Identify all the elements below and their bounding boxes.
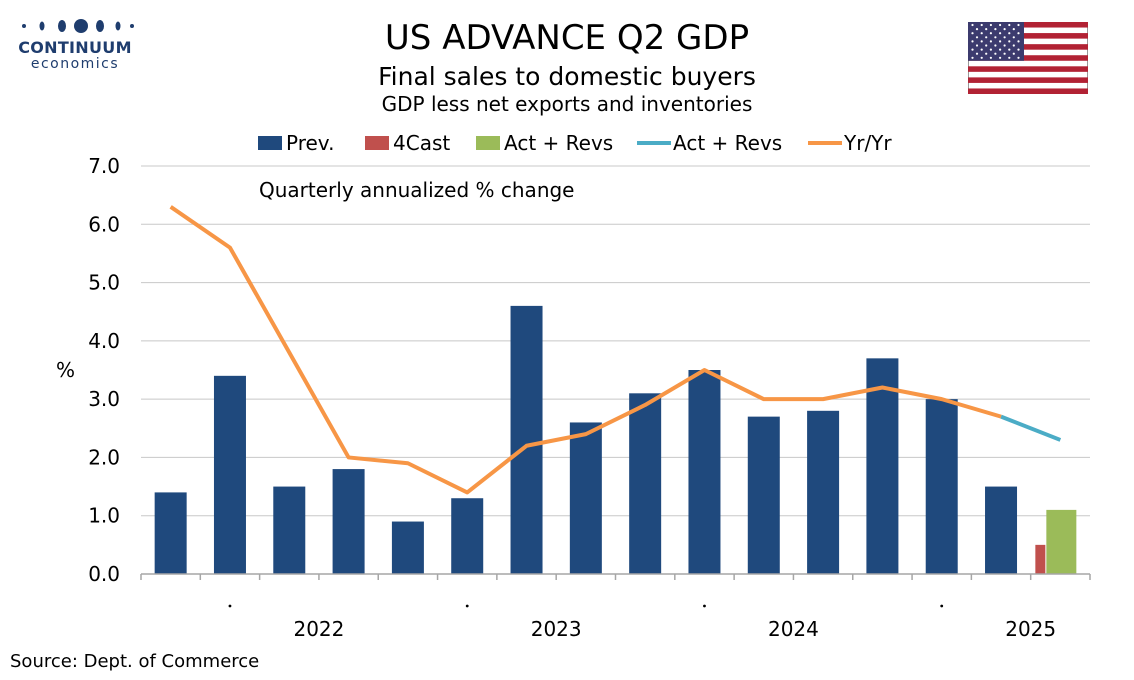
legend-swatch-yoy xyxy=(808,141,842,145)
legend-label-actual-line: Act + Revs xyxy=(673,131,783,155)
y-tick-label: 0.0 xyxy=(88,562,120,586)
x-year-label: 2023 xyxy=(531,617,582,641)
legend-swatch-actual-line xyxy=(637,141,671,145)
line-yr-yr xyxy=(169,205,1002,495)
bar-prev- xyxy=(273,486,306,574)
bar-prev- xyxy=(332,469,365,574)
logo-name: CONTINUUM xyxy=(18,38,132,57)
bar-prev- xyxy=(391,521,424,574)
bar-prev- xyxy=(688,370,721,574)
x-year-label: 2022 xyxy=(293,617,344,641)
bar-prev- xyxy=(451,498,484,574)
logo-dots-icon xyxy=(22,19,134,33)
y-tick-label: 4.0 xyxy=(88,329,120,353)
year-separator-mark xyxy=(703,604,706,608)
bar-4cast xyxy=(1035,544,1046,574)
x-year-label: 2024 xyxy=(768,617,819,641)
continuum-logo: CONTINUUM economics xyxy=(10,12,140,76)
year-separator-mark xyxy=(228,604,232,608)
bar-prev- xyxy=(925,399,958,574)
year-separator-mark xyxy=(940,604,944,608)
bar-prev- xyxy=(213,375,246,574)
legend-label-yoy: Yr/Yr xyxy=(844,131,892,155)
y-tick-label: 3.0 xyxy=(88,387,120,411)
bar-prev- xyxy=(569,422,602,574)
bar-prev- xyxy=(747,416,780,574)
line-act-revs xyxy=(1000,414,1062,442)
bar-prev- xyxy=(985,486,1018,574)
y-tick-label: 2.0 xyxy=(88,445,120,469)
y-tick-label: 1.0 xyxy=(88,504,120,528)
legend-label-forecast: 4Cast xyxy=(393,131,451,155)
bar-prev- xyxy=(866,358,899,574)
us-flag-icon xyxy=(968,22,1088,94)
y-tick-label: 7.0 xyxy=(88,154,120,178)
chart-title: US ADVANCE Q2 GDP xyxy=(384,18,750,58)
chart-subtitle-secondary: GDP less net exports and inventories xyxy=(381,92,753,116)
legend-label-prev: Prev. xyxy=(286,131,335,155)
source-note: Source: Dept. of Commerce xyxy=(10,651,260,672)
legend-swatch-prev xyxy=(258,136,282,150)
legend-label-actual-bar: Act + Revs xyxy=(504,131,614,155)
chart-annotation: Quarterly annualized % change xyxy=(259,178,575,202)
y-axis-label: % xyxy=(56,358,76,382)
chart-subtitle: Final sales to domestic buyers xyxy=(378,62,756,91)
legend-swatch-actual-bar xyxy=(476,136,500,150)
bar-prev- xyxy=(154,492,187,574)
y-tick-label: 6.0 xyxy=(88,212,120,236)
legend-swatch-forecast xyxy=(365,136,389,150)
year-separator-mark xyxy=(465,604,469,608)
logo-subname: economics xyxy=(30,56,120,72)
bar-prev- xyxy=(629,393,662,574)
y-tick-label: 5.0 xyxy=(88,271,120,295)
bar-act-revs xyxy=(1046,509,1077,574)
bar-prev- xyxy=(807,410,840,574)
x-year-label: 2025 xyxy=(1005,617,1056,641)
bar-prev- xyxy=(510,305,543,574)
